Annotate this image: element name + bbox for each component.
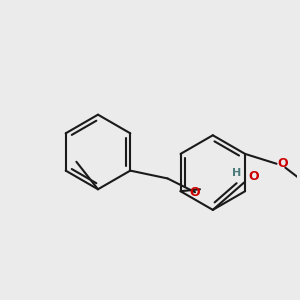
Text: H: H <box>232 168 241 178</box>
Text: O: O <box>190 186 200 199</box>
Text: O: O <box>249 170 259 183</box>
Text: O: O <box>277 157 288 170</box>
